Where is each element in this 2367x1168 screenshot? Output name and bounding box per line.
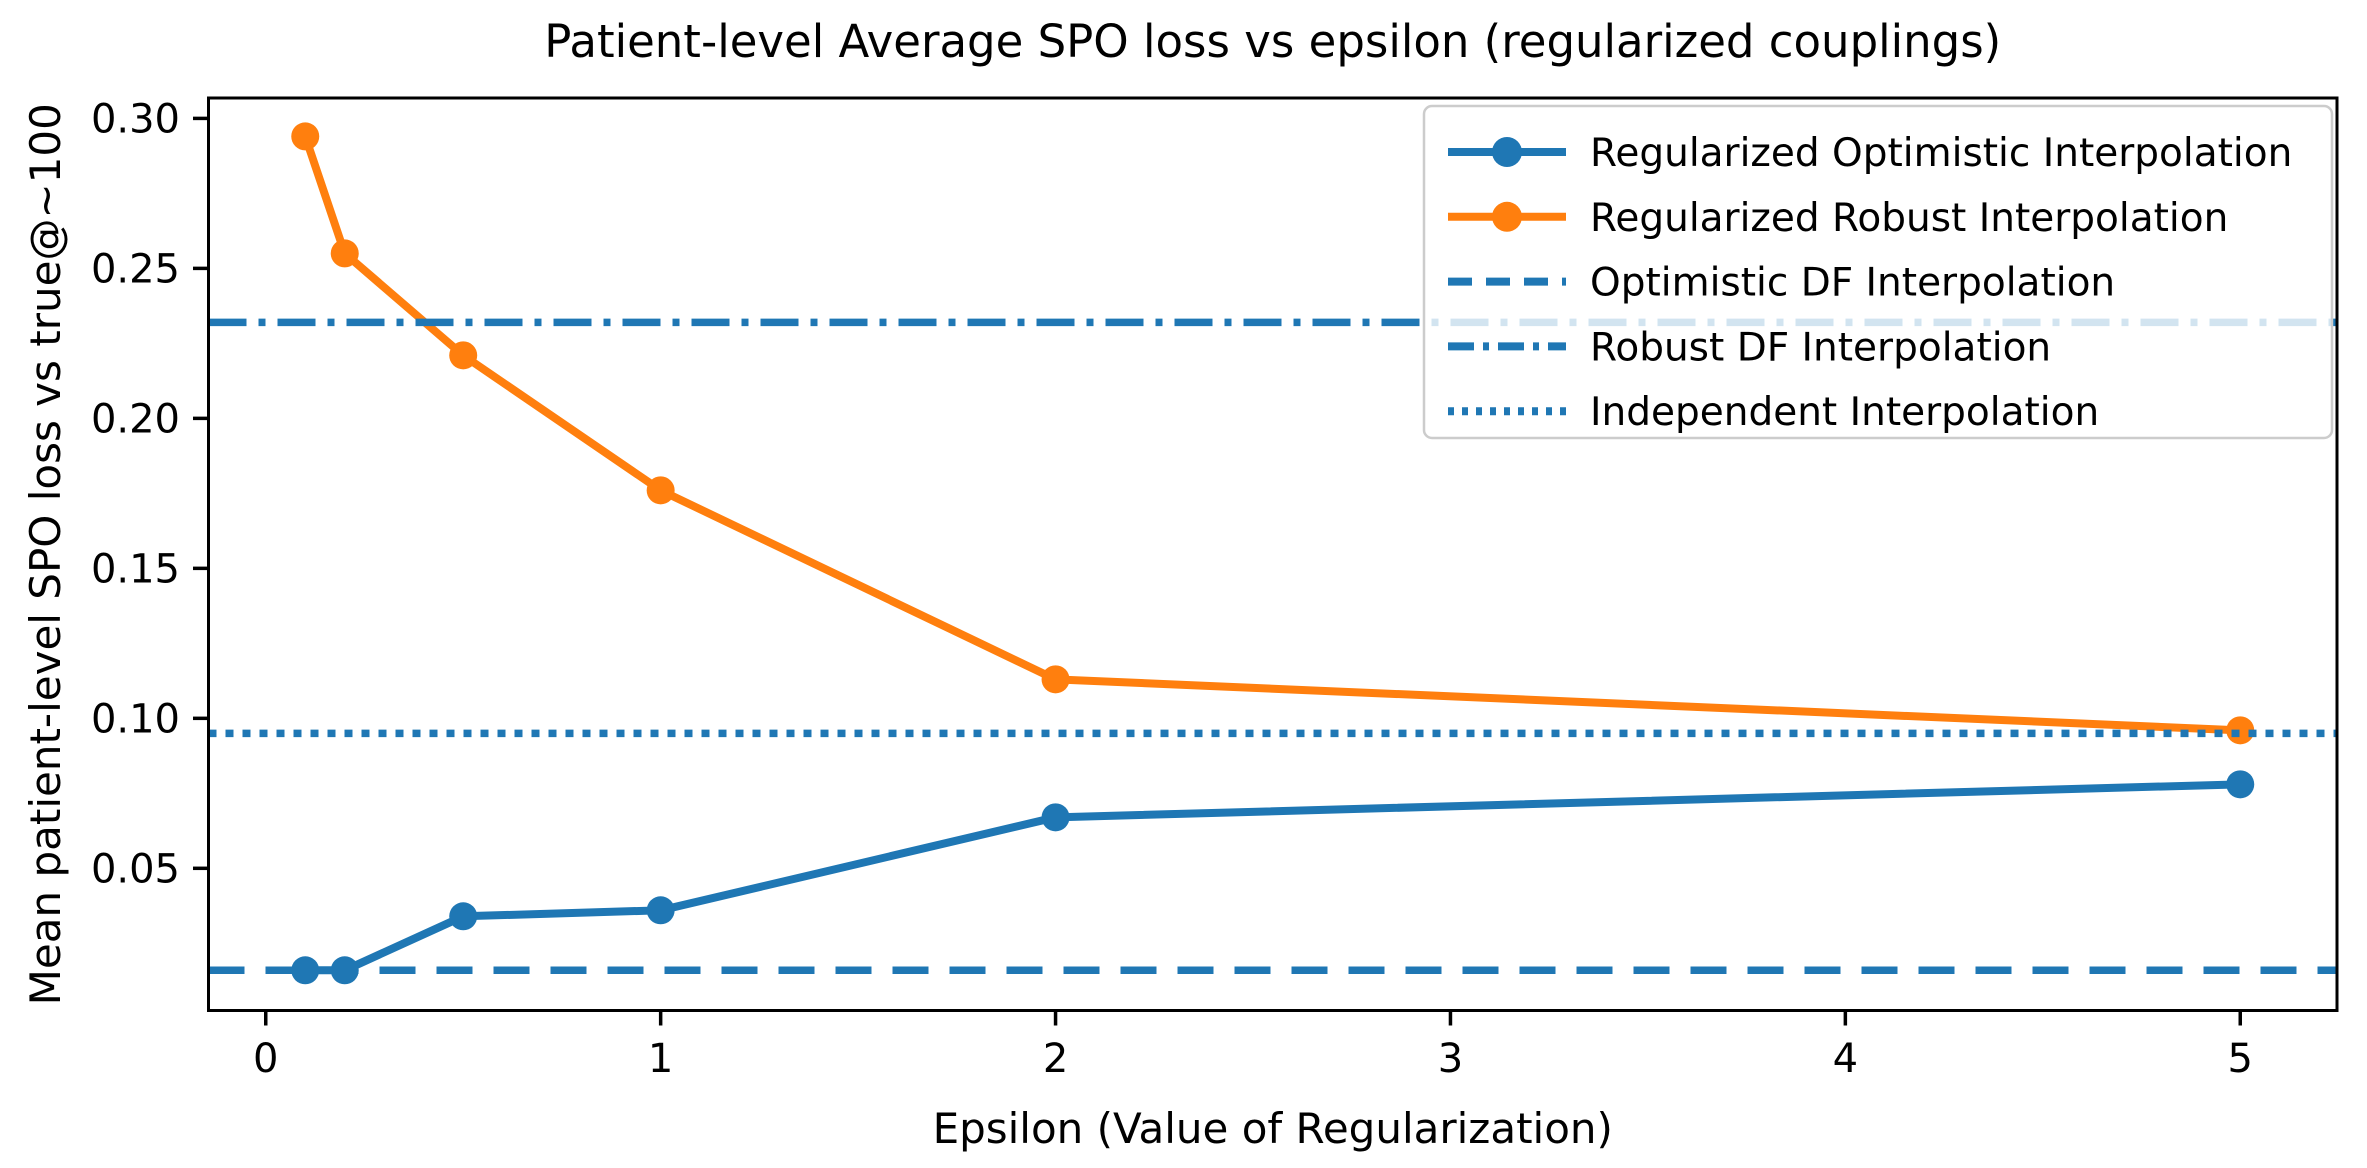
y-tick-label: 0.10 [91,696,180,742]
legend-entry-label: Robust DF Interpolation [1590,325,2051,370]
x-tick-label: 3 [1438,1036,1463,1082]
axes-spines [207,96,2339,1012]
x-tick-label: 5 [2228,1036,2253,1082]
legend-entry: Independent Interpolation [1448,390,2099,435]
legend-entry: Robust DF Interpolation [1448,325,2051,370]
y-tick-label: 0.15 [91,546,180,592]
data-point-marker [2226,716,2255,745]
data-point-marker [291,956,320,985]
legend-frame [1422,104,2334,440]
y-tick-label: 0.05 [91,846,180,892]
data-point-marker [330,239,359,268]
data-point-marker [1041,803,1070,832]
series-line [301,132,2245,735]
series-1 [291,122,2255,745]
legend-entry-label: Independent Interpolation [1590,390,2099,435]
x-axis: 0 1 2 3 4 5 [253,1010,2253,1082]
legend-entry: Regularized Optimistic Interpolation [1448,131,2292,176]
legend-entry-label: Regularized Optimistic Interpolation [1590,131,2292,176]
data-point-marker [646,476,675,505]
x-tick-label: 2 [1043,1036,1068,1082]
legend-entry: Regularized Robust Interpolation [1448,196,2228,241]
x-tick-label: 1 [648,1036,673,1082]
data-point-marker [291,122,320,151]
data-point-marker [1041,665,1070,694]
y-axis: 0.05 0.10 0.15 0.20 0.25 0.30 [91,96,209,892]
y-tick-label: 0.30 [91,96,180,142]
y-axis-label: Mean patient-level SPO loss vs true@~100 [21,103,70,1005]
legend-handle-marker [1492,201,1522,232]
data-point-marker [2226,770,2255,799]
legend-entry: Optimistic DF Interpolation [1448,261,2115,306]
legend-entry-label: Optimistic DF Interpolation [1590,261,2115,306]
legend: Regularized Optimistic Interpolation Regu… [1422,104,2334,440]
data-point-marker [449,341,478,370]
series-0 [291,770,2255,985]
y-tick-label: 0.25 [91,246,180,292]
x-axis-label: Epsilon (Value of Regularization) [933,1104,1613,1153]
x-tick-label: 4 [1833,1036,1858,1082]
legend-entry-label: Regularized Robust Interpolation [1590,196,2228,241]
series-line [301,780,2245,975]
data-point-marker [646,896,675,925]
data-point-marker [449,902,478,931]
x-tick-label: 0 [253,1036,278,1082]
y-tick-label: 0.20 [91,396,180,442]
legend-handle-marker [1492,137,1522,167]
chart-title: Patient-level Average SPO loss vs epsilo… [544,15,2001,68]
